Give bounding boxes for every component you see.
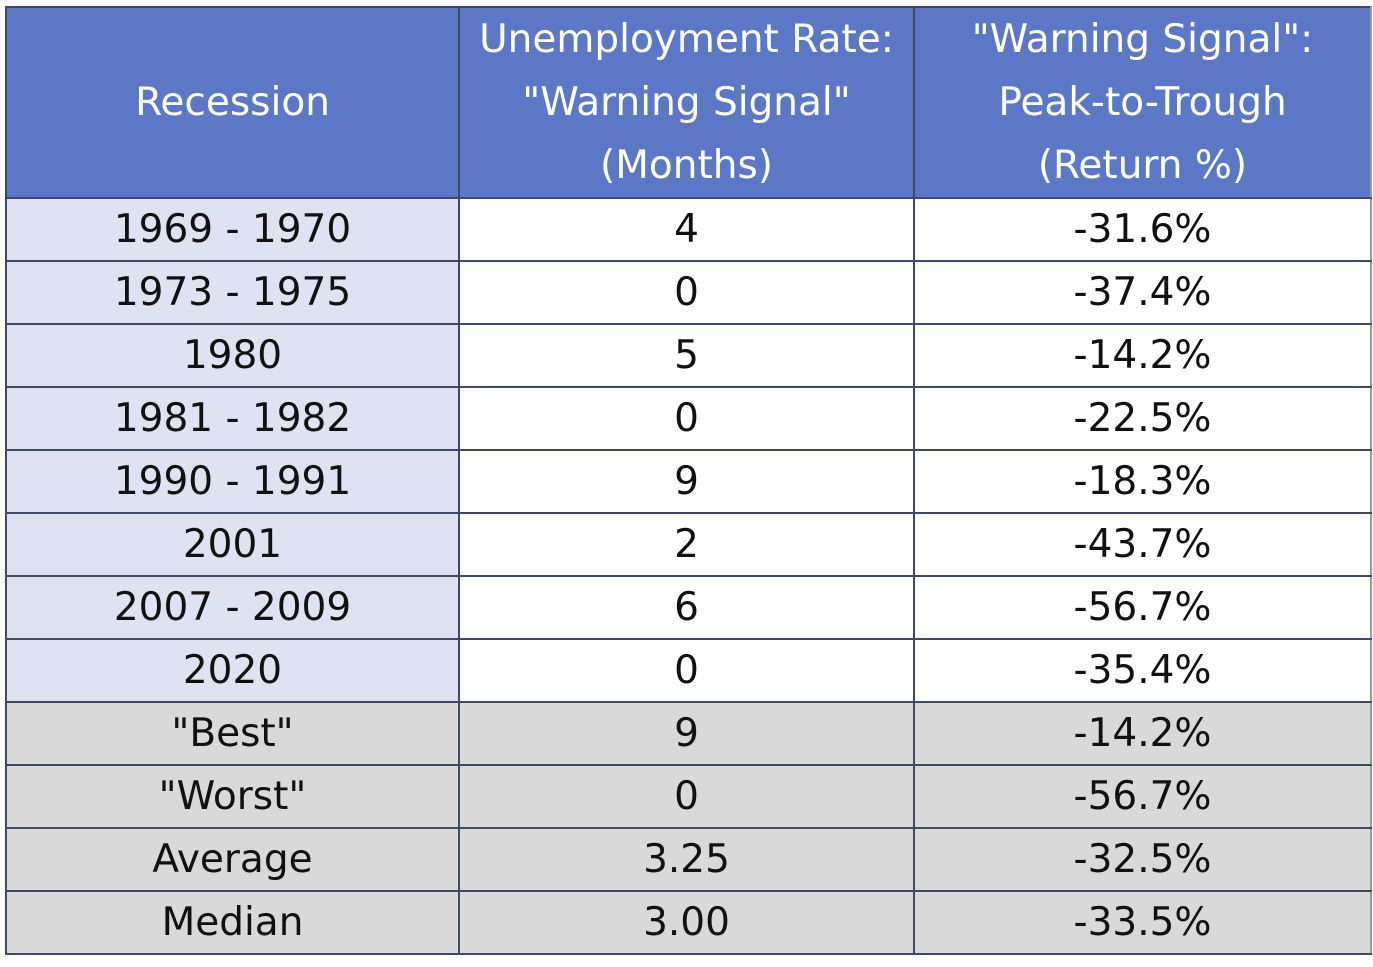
column-header-line: (Return %)	[1037, 143, 1248, 188]
recession-table: Recession Unemployment Rate: "Warning Sign…	[5, 6, 1372, 955]
header-row: Recession Unemployment Rate: "Warning Sign…	[5, 6, 1372, 199]
return-cell: -33.5%	[913, 890, 1372, 955]
recession-cell: 1980	[5, 323, 460, 388]
warning-months-cell: 0	[458, 764, 915, 829]
summary-row: Average 3.25 -32.5%	[5, 827, 1372, 892]
return-cell: -22.5%	[913, 386, 1372, 451]
recession-table-container: Recession Unemployment Rate: "Warning Sign…	[5, 6, 1372, 955]
return-cell: -14.2%	[913, 323, 1372, 388]
column-header-line: Peak-to-Trough	[998, 80, 1287, 125]
return-cell: -37.4%	[913, 260, 1372, 325]
table-row: 1973 - 1975 0 -37.4%	[5, 260, 1372, 325]
recession-cell: 2020	[5, 638, 460, 703]
return-cell: -35.4%	[913, 638, 1372, 703]
table-row: 1980 5 -14.2%	[5, 323, 1372, 388]
return-cell: -14.2%	[913, 701, 1372, 766]
table-row: 2001 2 -43.7%	[5, 512, 1372, 577]
warning-months-cell: 4	[458, 197, 915, 262]
warning-months-cell: 0	[458, 386, 915, 451]
warning-months-cell: 3.25	[458, 827, 915, 892]
warning-months-cell: 0	[458, 638, 915, 703]
warning-months-cell: 9	[458, 449, 915, 514]
column-header-line: Unemployment Rate:	[479, 17, 894, 62]
recession-cell: Average	[5, 827, 460, 892]
recession-cell: 2001	[5, 512, 460, 577]
summary-row: "Best" 9 -14.2%	[5, 701, 1372, 766]
warning-months-cell: 5	[458, 323, 915, 388]
warning-months-cell: 2	[458, 512, 915, 577]
warning-months-cell: 3.00	[458, 890, 915, 955]
table-row: 1981 - 1982 0 -22.5%	[5, 386, 1372, 451]
table-body: 1969 - 1970 4 -31.6% 1973 - 1975 0 -37.4% 1980…	[5, 197, 1372, 955]
header-peak-to-trough: "Warning Signal": Peak-to-Trough (Return %…	[913, 6, 1372, 199]
summary-row: Median 3.00 -33.5%	[5, 890, 1372, 955]
column-header-line: "Warning Signal"	[522, 80, 851, 125]
recession-cell: 1990 - 1991	[5, 449, 460, 514]
recession-cell: 1981 - 1982	[5, 386, 460, 451]
warning-months-cell: 6	[458, 575, 915, 640]
table-row: 2007 - 2009 6 -56.7%	[5, 575, 1372, 640]
recession-cell: 1973 - 1975	[5, 260, 460, 325]
header-warning-months: Unemployment Rate: "Warning Signal" (Month…	[458, 6, 915, 199]
return-cell: -56.7%	[913, 575, 1372, 640]
summary-row: "Worst" 0 -56.7%	[5, 764, 1372, 829]
table-header: Recession Unemployment Rate: "Warning Sign…	[5, 6, 1372, 199]
return-cell: -32.5%	[913, 827, 1372, 892]
recession-cell: "Worst"	[5, 764, 460, 829]
table-row: 2020 0 -35.4%	[5, 638, 1372, 703]
recession-cell: Median	[5, 890, 460, 955]
recession-cell: "Best"	[5, 701, 460, 766]
column-header-line: "Warning Signal":	[971, 17, 1314, 62]
table-row: 1969 - 1970 4 -31.6%	[5, 197, 1372, 262]
return-cell: -56.7%	[913, 764, 1372, 829]
warning-months-cell: 0	[458, 260, 915, 325]
return-cell: -18.3%	[913, 449, 1372, 514]
header-recession: Recession	[5, 6, 460, 199]
warning-months-cell: 9	[458, 701, 915, 766]
recession-cell: 2007 - 2009	[5, 575, 460, 640]
table-row: 1990 - 1991 9 -18.3%	[5, 449, 1372, 514]
column-header-line: Recession	[135, 80, 330, 125]
return-cell: -43.7%	[913, 512, 1372, 577]
return-cell: -31.6%	[913, 197, 1372, 262]
column-header-line: (Months)	[600, 143, 773, 188]
recession-cell: 1969 - 1970	[5, 197, 460, 262]
